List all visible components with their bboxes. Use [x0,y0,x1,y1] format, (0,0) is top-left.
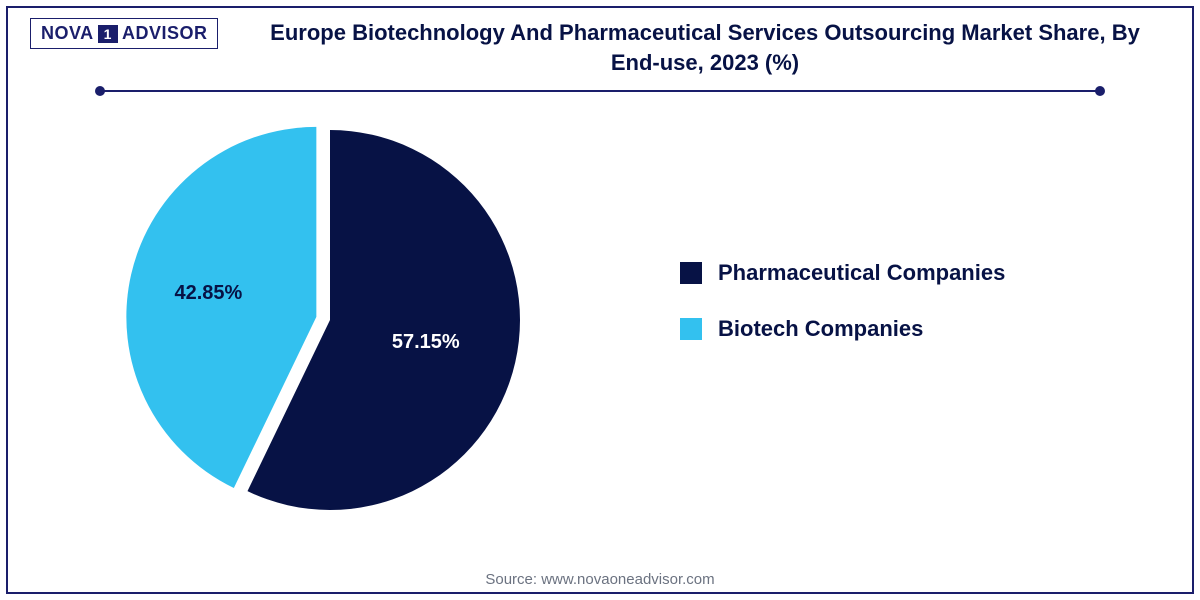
legend-label: Biotech Companies [718,316,923,342]
slice-value-label: 42.85% [174,282,242,305]
chart-legend: Pharmaceutical Companies Biotech Compani… [680,260,1005,372]
title-underline [100,90,1100,92]
chart-title: Europe Biotechnology And Pharmaceutical … [270,18,1140,77]
legend-item-pharma: Pharmaceutical Companies [680,260,1005,286]
logo-text-right: ADVISOR [122,23,208,44]
legend-swatch-icon [680,262,702,284]
logo-text-left: NOVA [41,23,94,44]
legend-swatch-icon [680,318,702,340]
logo-text-mid: 1 [98,25,118,43]
brand-logo: NOVA 1 ADVISOR [30,18,218,49]
legend-label: Pharmaceutical Companies [718,260,1005,286]
slice-value-label: 57.15% [392,331,460,354]
source-text: Source: www.novaoneadvisor.com [0,571,1200,588]
pie-chart: 57.15% 42.85% [120,110,540,530]
legend-item-biotech: Biotech Companies [680,316,1005,342]
